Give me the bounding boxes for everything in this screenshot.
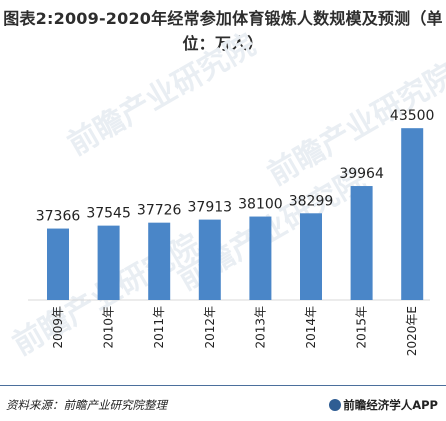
bar-4 <box>249 216 272 300</box>
x-tick-label-7: 2020年E <box>405 306 419 356</box>
data-label-1: 37545 <box>86 206 131 222</box>
brand-text: 前瞻经济学人APP <box>343 398 438 412</box>
x-tick-label-1: 2010年 <box>102 306 116 349</box>
x-tick-label-5: 2014年 <box>304 306 318 349</box>
bar-1 <box>97 225 120 300</box>
bar-chart: 37366 2009年 37545 2010年 37726 2011年 37913 2012年… <box>28 108 435 356</box>
data-label-4: 38100 <box>238 197 283 213</box>
chart-title: 图表2:2009-2020年经常参加体育锻炼人数规模及预测（单位：万人） <box>3 9 443 53</box>
bar-3 <box>198 219 221 300</box>
bar-0 <box>47 228 69 300</box>
x-tick-label-2: 2011年 <box>152 306 166 349</box>
brand-label: 前瞻经济学人APP <box>329 397 438 413</box>
data-label-2: 37726 <box>137 203 182 219</box>
data-label-3: 37913 <box>188 200 233 216</box>
data-label-6: 39964 <box>339 166 384 182</box>
bar-7 <box>401 128 424 300</box>
bar-2 <box>148 222 171 300</box>
data-label-5: 38299 <box>289 193 334 209</box>
data-label-0: 37366 <box>36 209 81 225</box>
x-tick-label-3: 2012年 <box>203 306 217 349</box>
footer: 资料来源：前瞻产业研究院整理 前瞻经济学人APP <box>0 385 446 421</box>
x-tick-label-0: 2009年 <box>51 306 65 349</box>
bar-6 <box>350 186 373 300</box>
bar-5 <box>300 213 322 300</box>
x-tick-label-4: 2013年 <box>253 306 267 349</box>
data-label-7: 43500 <box>390 108 435 124</box>
brand-logo-icon <box>329 399 342 411</box>
source-note: 资料来源：前瞻产业研究院整理 <box>6 398 167 412</box>
x-tick-label-6: 2015年 <box>355 306 369 349</box>
